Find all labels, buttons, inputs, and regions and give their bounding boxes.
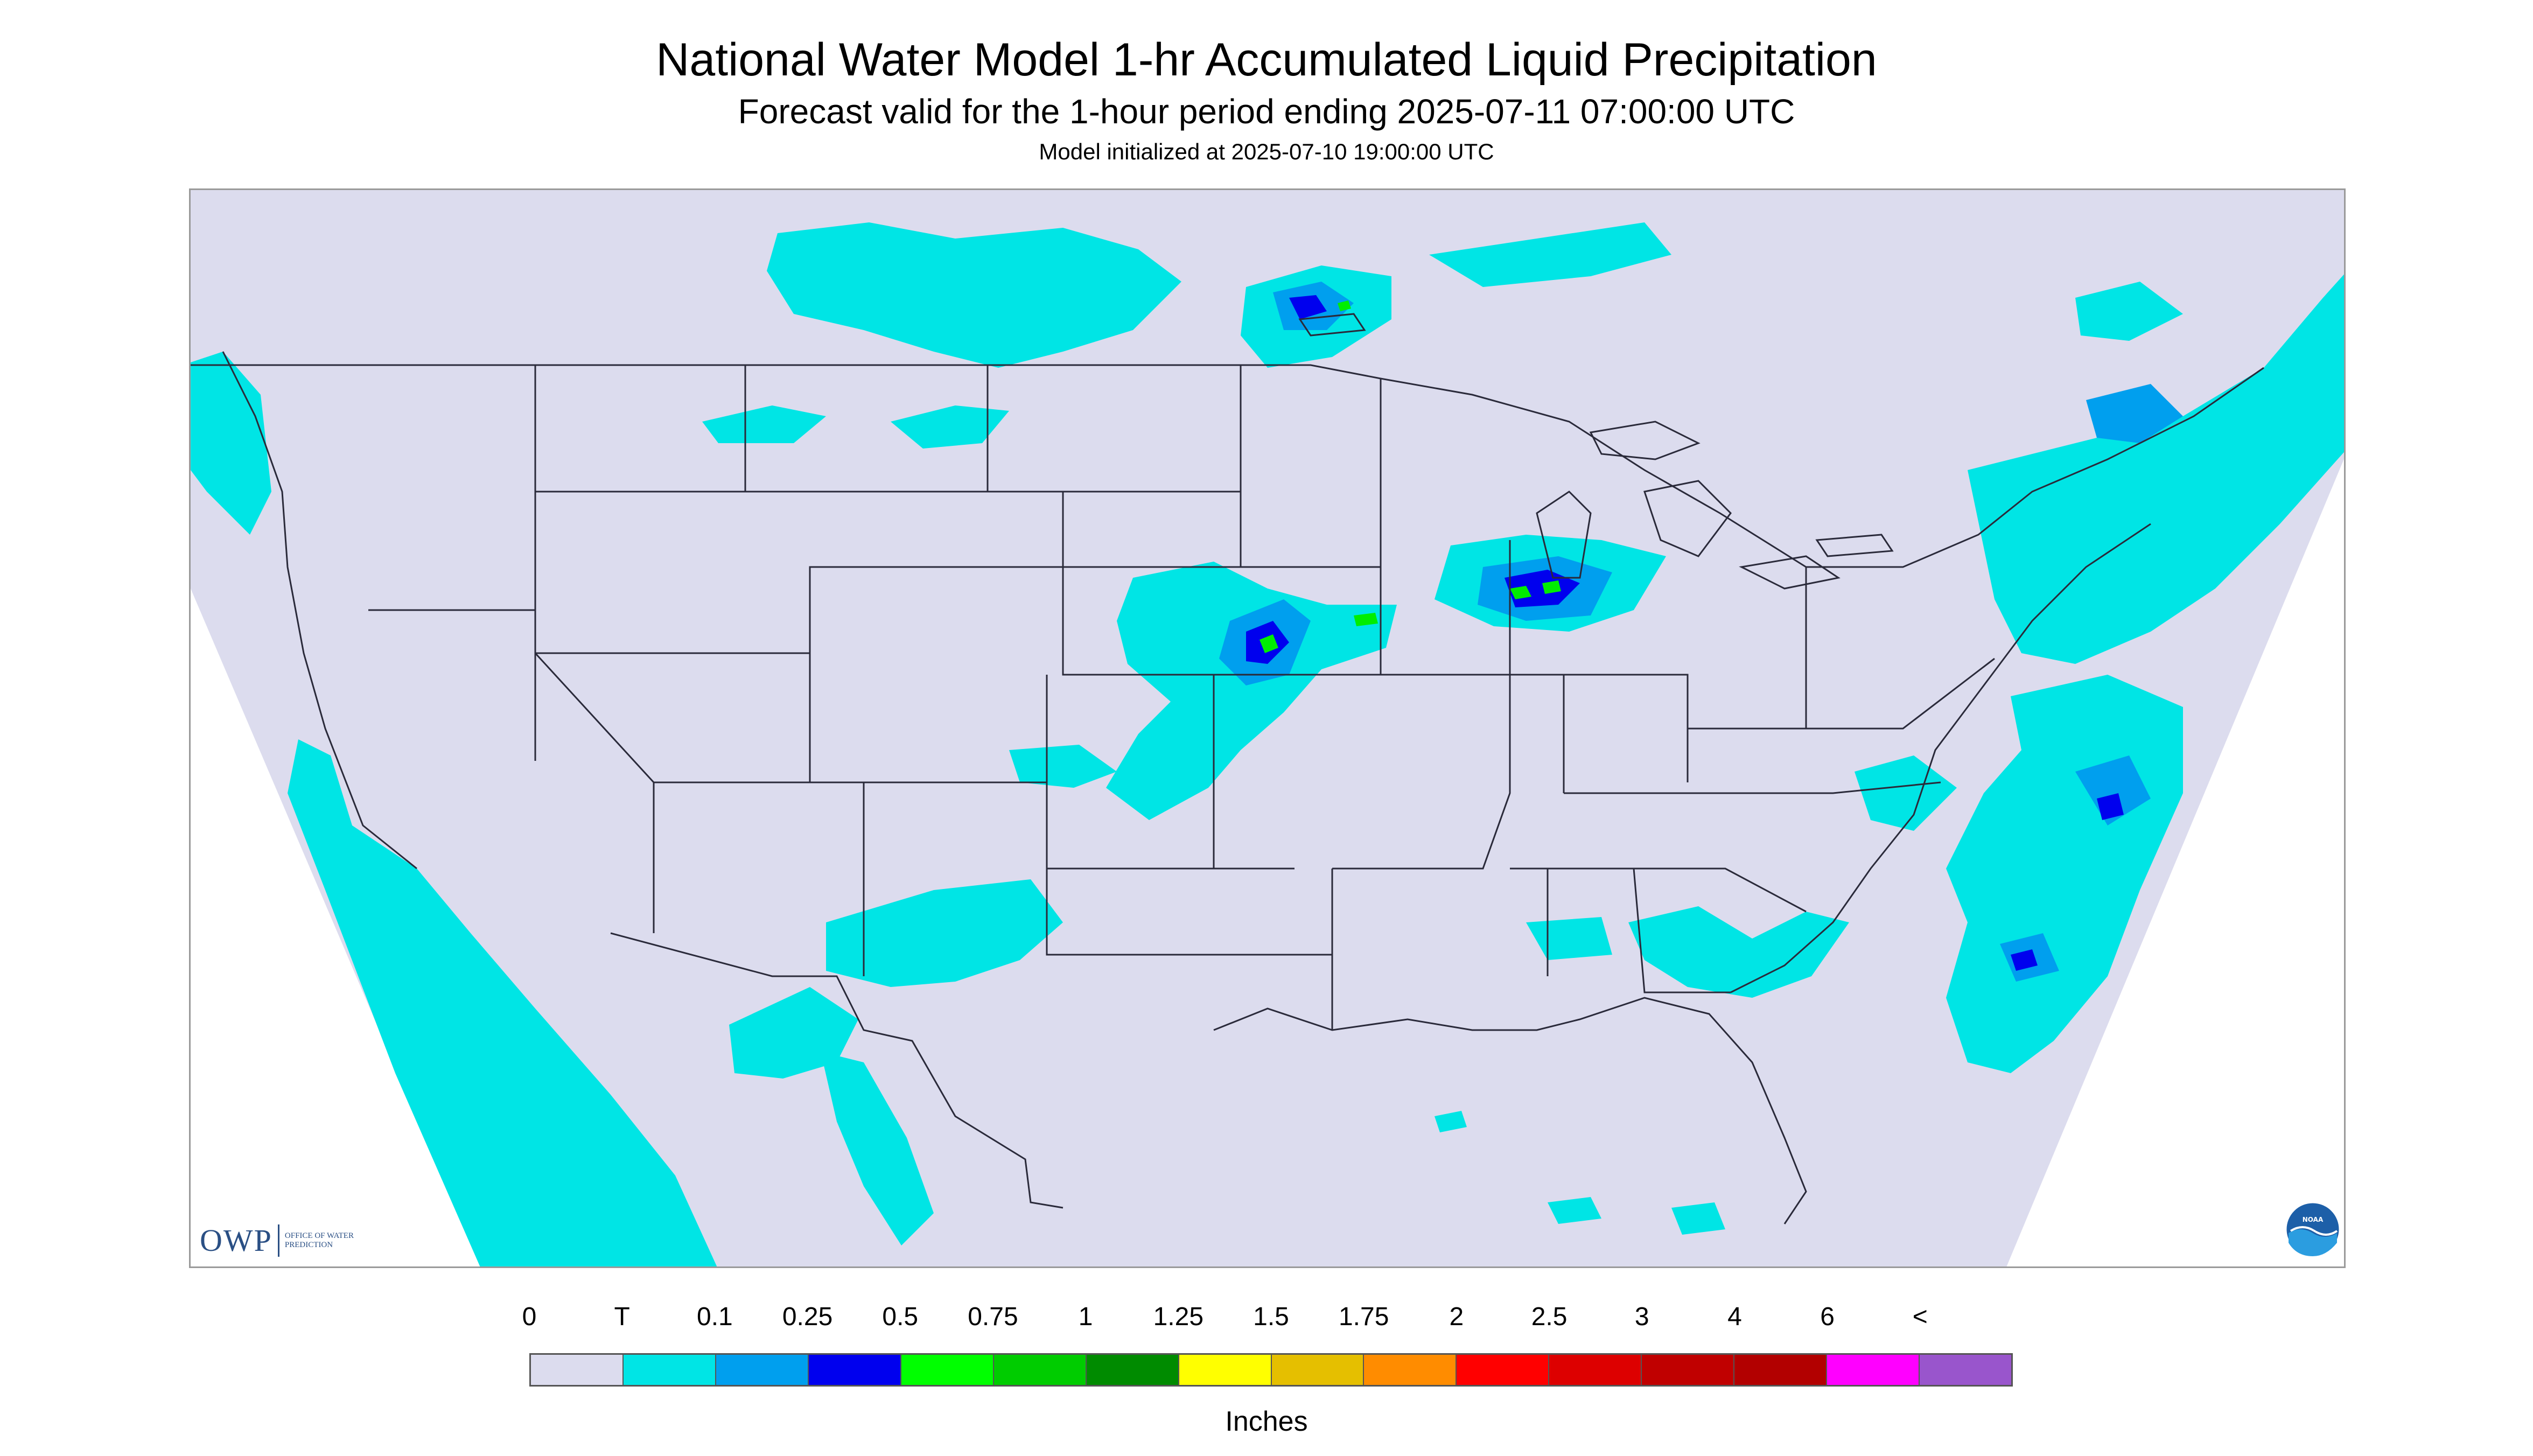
legend-swatch: [1827, 1355, 1920, 1385]
map-subtitle: Forecast valid for the 1-hour period end…: [738, 92, 1795, 131]
legend-swatch: [1920, 1355, 2011, 1385]
legend-label: T: [614, 1303, 630, 1331]
legend-color-bar: [529, 1353, 2013, 1387]
legend-label: 0.75: [968, 1303, 1018, 1331]
legend-label: 0.1: [697, 1303, 733, 1331]
legend-swatch: [1271, 1355, 1365, 1385]
noaa-logo-label: NOAA: [2302, 1216, 2324, 1223]
trace-precip-areas: [191, 222, 2344, 1266]
legend-label: 0: [522, 1303, 537, 1331]
legend-swatch: [623, 1355, 716, 1385]
legend-label: 2: [1449, 1303, 1464, 1331]
legend-swatch: [1734, 1355, 1828, 1385]
legend-units: Inches: [1225, 1406, 1308, 1437]
legend-swatch: [993, 1355, 1087, 1385]
owp-logo: OWP OFFICE OF WATER PREDICTION: [200, 1222, 355, 1258]
map-title: National Water Model 1-hr Accumulated Li…: [656, 34, 1877, 86]
legend-swatch: [1086, 1355, 1179, 1385]
political-boundaries: [191, 364, 2264, 1209]
owp-logo-subtitle: OFFICE OF WATER PREDICTION: [284, 1231, 354, 1249]
legend-swatch: [1642, 1355, 1735, 1385]
legend-label: 1.25: [1153, 1303, 1204, 1331]
legend-swatch: [1179, 1355, 1272, 1385]
coastlines: [222, 313, 2151, 1224]
legend-swatch: [1457, 1355, 1550, 1385]
legend-swatch: [808, 1355, 901, 1385]
legend-label: 3: [1634, 1303, 1649, 1331]
owp-logo-divider: [277, 1224, 279, 1257]
legend-label: 4: [1727, 1303, 1742, 1331]
legend-swatch: [531, 1355, 624, 1385]
legend-label: <: [1912, 1303, 1928, 1331]
noaa-logo: [2285, 1201, 2341, 1257]
precipitation-map: [189, 188, 2346, 1268]
light-precip-areas: [1219, 282, 2183, 982]
legend-label: 1: [1078, 1303, 1093, 1331]
map-canvas: [191, 190, 2344, 1266]
legend-swatch: [901, 1355, 994, 1385]
model-init-time: Model initialized at 2025-07-10 19:00:00…: [1039, 139, 1494, 164]
legend-label: 0.5: [882, 1303, 919, 1331]
legend-label: 2.5: [1531, 1303, 1568, 1331]
legend-label: 0.25: [782, 1303, 833, 1331]
legend-labels: 0 T 0.1 0.25 0.5 0.75 1 1.25 1.5 1.75 2 2.5 3 4 6 <: [0, 1302, 2533, 1334]
model-domain: [191, 190, 2344, 1266]
legend-swatch: [716, 1355, 809, 1385]
legend-label: 6: [1820, 1303, 1835, 1331]
heavy-precip-areas: [1259, 300, 1561, 653]
owp-logo-mark: OWP: [200, 1223, 272, 1258]
legend-swatch: [1549, 1355, 1642, 1385]
legend-label: 1.75: [1338, 1303, 1389, 1331]
legend-swatch: [1364, 1355, 1457, 1385]
legend-label: 1.5: [1253, 1303, 1289, 1331]
